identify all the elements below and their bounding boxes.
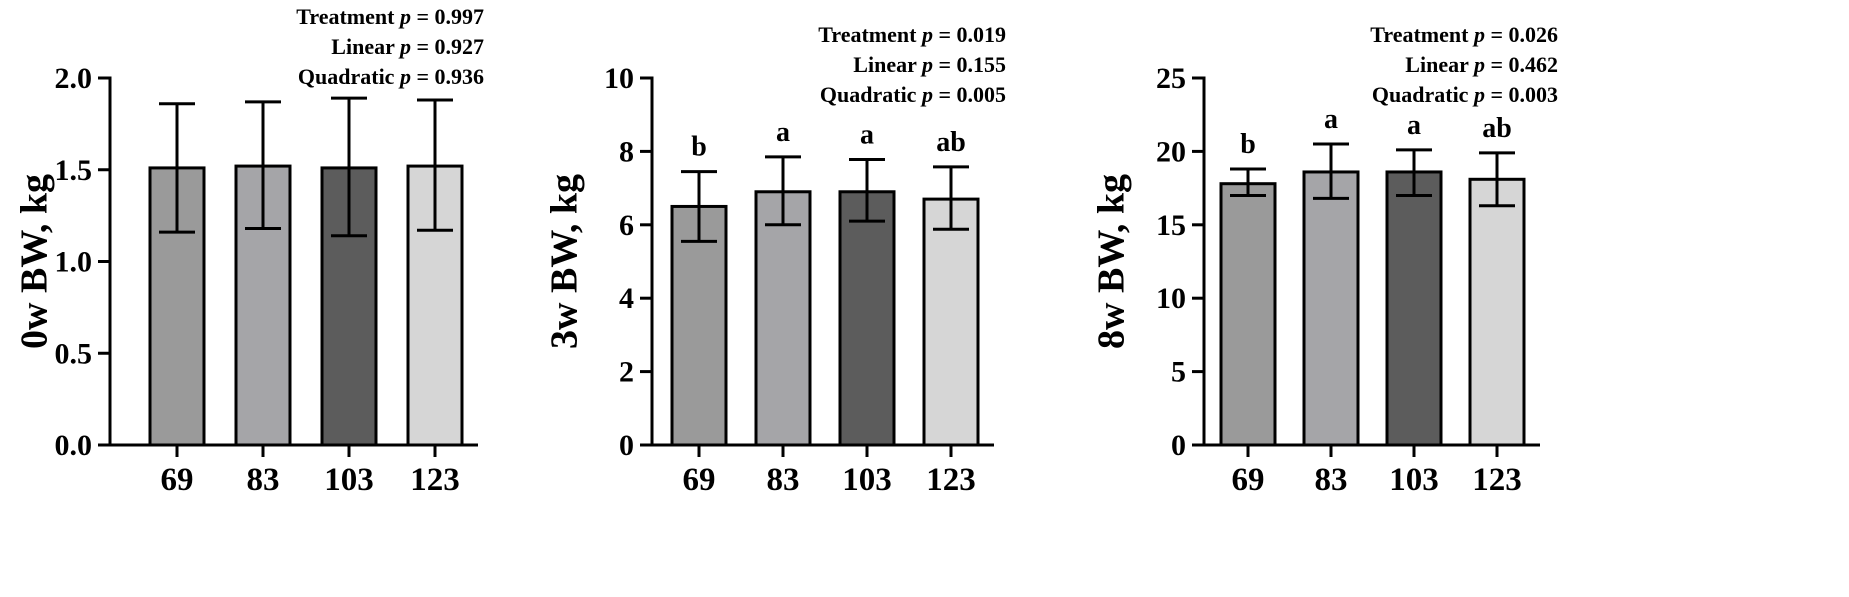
stat-p-symbol: p [1472,82,1485,107]
significance-letter: a [776,117,790,148]
stat-value: = 0.936 [411,64,484,89]
stat-value: = 0.997 [411,4,484,29]
bar [838,190,896,447]
bar [1385,170,1443,447]
y-tick-label: 6 [619,209,634,242]
y-tick-label: 1.0 [55,246,93,279]
y-axis-title: 0w BW, kg [14,174,56,349]
stat-label: Quadratic [820,82,922,107]
stat-value: = 0.462 [1485,52,1558,77]
stat-label: Treatment [296,4,400,29]
stat-label: Linear [331,34,400,59]
chart-panel-3: b a a ab 0 5 10 15 20 25 69 83 103 123 8w BW, kg Treatm… [1091,22,1558,498]
stat-value: = 0.003 [1485,82,1558,107]
stat-p-symbol: p [1472,52,1485,77]
y-tick-label: 2 [619,356,634,389]
significance-letter: a [1407,110,1421,141]
bar [1219,182,1277,447]
stat-line: Quadratic p = 0.936 [298,64,484,89]
stat-label: Linear [853,52,922,77]
y-tick-label: 4 [619,282,634,315]
x-tick-label: 123 [1472,462,1522,498]
stat-line: Linear p = 0.927 [331,34,484,59]
x-tick-label: 83 [1315,462,1348,498]
x-tick-label: 69 [1232,462,1265,498]
significance-letter: b [691,132,707,163]
stat-value: = 0.005 [933,82,1006,107]
bar [1468,177,1526,447]
stat-line: Treatment p = 0.019 [818,22,1006,47]
stat-p-symbol: p [398,34,411,59]
stat-value: = 0.155 [933,52,1006,77]
stat-p-symbol: p [1472,22,1485,47]
y-axis-title: 3w BW, kg [544,174,586,349]
x-tick-label: 69 [161,462,194,498]
significance-letter: ab [1482,113,1512,144]
x-tick-label: 103 [842,462,892,498]
x-tick-label: 123 [926,462,976,498]
bar [406,164,464,447]
x-tick-label: 83 [247,462,280,498]
stat-line: Quadratic p = 0.003 [1372,82,1558,107]
stat-p-symbol: p [398,64,411,89]
stat-label: Treatment [1370,22,1474,47]
significance-letter: a [1324,104,1338,135]
bar [1302,170,1360,447]
x-tick-label: 123 [410,462,460,498]
stat-value: = 0.019 [933,22,1006,47]
stat-value: = 0.026 [1485,22,1558,47]
stat-line: Treatment p = 0.026 [1370,22,1558,47]
y-tick-label: 0.5 [55,337,93,370]
y-tick-label: 20 [1156,135,1186,168]
x-tick-label: 103 [1389,462,1439,498]
x-tick-label: 83 [767,462,800,498]
y-tick-label: 1.5 [55,154,93,187]
stat-line: Linear p = 0.462 [1405,52,1558,77]
stat-label: Linear [1405,52,1474,77]
y-tick-label: 25 [1156,62,1186,95]
chart-panel-2: b a a ab 0 2 4 6 8 10 69 83 103 123 3w BW, kg Treatment… [544,22,1006,498]
stat-p-symbol: p [920,52,933,77]
significance-letter: b [1240,129,1256,160]
y-tick-label: 0 [619,429,634,462]
y-tick-label: 5 [1171,356,1186,389]
y-tick-label: 8 [619,135,634,168]
stat-label: Treatment [818,22,922,47]
significance-letter: a [860,119,874,150]
y-tick-label: 15 [1156,209,1186,242]
stat-p-symbol: p [398,4,411,29]
significance-letter: ab [936,127,966,158]
y-axis-title: 8w BW, kg [1091,174,1133,349]
stat-p-symbol: p [920,82,933,107]
bar [754,190,812,447]
y-tick-label: 0 [1171,429,1186,462]
stat-line: Quadratic p = 0.005 [820,82,1006,107]
y-tick-label: 2.0 [55,62,93,95]
bar [922,197,980,447]
stat-line: Linear p = 0.155 [853,52,1006,77]
x-tick-label: 103 [324,462,374,498]
y-tick-label: 10 [1156,282,1186,315]
y-tick-label: 10 [604,62,634,95]
stat-label: Quadratic [298,64,400,89]
stat-p-symbol: p [920,22,933,47]
y-tick-label: 0.0 [55,429,93,462]
x-tick-label: 69 [683,462,716,498]
stat-value: = 0.927 [411,34,484,59]
chart-panel-1: 0.0 0.5 1.0 1.5 2.0 69 83 103 123 0w BW, kg Treatm… [14,4,484,498]
stat-line: Treatment p = 0.997 [296,4,484,29]
stat-label: Quadratic [1372,82,1474,107]
